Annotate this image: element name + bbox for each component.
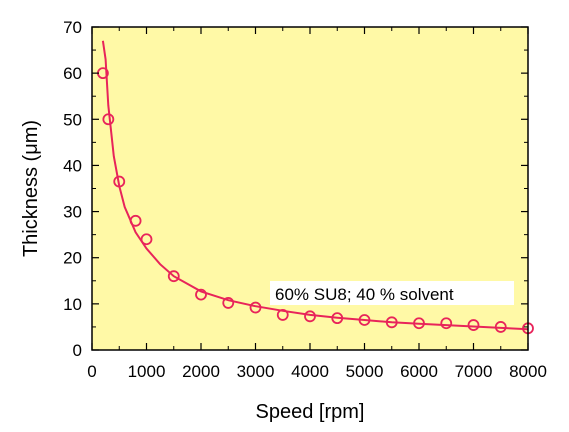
- data-point: [222, 297, 235, 309]
- x-tick-label: 8000: [509, 362, 547, 381]
- annotation-box: [270, 281, 514, 305]
- y-tick-label: 0: [73, 341, 82, 360]
- y-tick-label: 70: [63, 18, 82, 37]
- plot-frame: [91, 26, 529, 351]
- y-tick-label: 60: [63, 64, 82, 83]
- y-tick-label: 40: [63, 156, 82, 175]
- x-tick-label: 1000: [128, 362, 166, 381]
- data-point: [304, 310, 316, 323]
- data-point: [331, 312, 344, 325]
- data-point: [440, 317, 453, 330]
- data-point: [195, 288, 207, 301]
- data-point: [140, 233, 153, 246]
- y-tick-label: 30: [63, 203, 82, 222]
- data-point: [129, 214, 142, 227]
- y-tick-label: 10: [63, 295, 82, 314]
- y-tick-label: 50: [63, 110, 82, 129]
- data-point: [494, 321, 507, 333]
- data-point: [358, 314, 371, 326]
- data-point: [249, 301, 262, 314]
- x-tick-label: 4000: [291, 362, 329, 381]
- data-point: [113, 175, 126, 188]
- x-tick-label: 2000: [182, 362, 220, 381]
- y-tick-label: 20: [63, 249, 82, 268]
- y-axis-title: Thickness (μm): [20, 120, 42, 257]
- data-point: [167, 270, 180, 283]
- data-point: [385, 316, 398, 329]
- data-point: [102, 113, 115, 126]
- annotation-label: 60% SU8; 40 % solvent: [275, 285, 454, 304]
- x-tick-label: 5000: [346, 362, 384, 381]
- x-tick-label: 7000: [455, 362, 493, 381]
- x-tick-label: 3000: [237, 362, 275, 381]
- data-point: [413, 317, 425, 330]
- data-point: [276, 309, 289, 321]
- x-tick-label: 0: [87, 362, 96, 381]
- x-tick-label: 6000: [400, 362, 438, 381]
- data-point: [467, 319, 480, 331]
- x-axis-title: Speed [rpm]: [256, 401, 365, 423]
